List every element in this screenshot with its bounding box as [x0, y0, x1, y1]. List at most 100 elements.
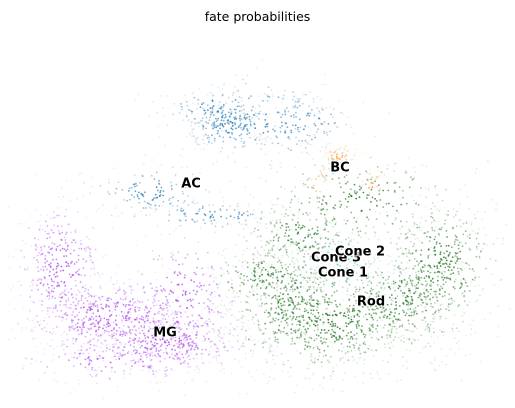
data-point — [140, 355, 142, 357]
data-point — [281, 204, 284, 207]
data-point — [229, 136, 232, 139]
data-point — [364, 232, 367, 235]
data-point — [307, 311, 309, 314]
data-point — [455, 235, 457, 238]
data-point — [368, 254, 371, 256]
data-point — [323, 259, 326, 262]
data-point — [290, 129, 292, 132]
data-point — [395, 331, 398, 334]
data-point — [234, 146, 237, 149]
data-point — [92, 312, 95, 315]
data-point — [379, 270, 382, 273]
data-point — [31, 283, 34, 286]
data-point — [45, 220, 47, 223]
data-point — [220, 95, 223, 98]
data-point — [71, 313, 74, 316]
data-point — [319, 331, 322, 334]
data-point — [143, 334, 146, 337]
data-point — [443, 223, 446, 225]
data-point — [330, 333, 332, 336]
data-point — [39, 225, 42, 227]
data-point — [247, 202, 250, 205]
data-point — [308, 288, 311, 291]
data-point — [35, 243, 37, 246]
data-point — [352, 304, 355, 307]
data-point — [339, 186, 342, 189]
data-point — [397, 211, 400, 214]
data-point — [309, 302, 311, 304]
data-point — [74, 339, 77, 342]
data-point — [133, 215, 136, 218]
data-point — [87, 245, 89, 248]
data-point — [65, 255, 68, 257]
data-point — [328, 361, 331, 364]
data-point — [387, 282, 390, 284]
data-point — [368, 313, 371, 315]
data-point — [229, 329, 231, 332]
data-point — [408, 186, 411, 189]
data-point — [280, 281, 283, 284]
data-point — [266, 136, 269, 139]
data-point — [257, 319, 260, 322]
data-point — [153, 207, 156, 210]
data-point — [184, 337, 186, 339]
data-point — [321, 83, 324, 86]
data-point — [43, 326, 46, 329]
data-point — [44, 272, 47, 274]
data-point — [367, 273, 370, 275]
data-point — [323, 206, 326, 208]
data-point — [310, 337, 313, 340]
data-point — [347, 195, 350, 198]
data-point — [350, 349, 353, 352]
data-point — [313, 184, 315, 187]
data-point — [219, 327, 222, 329]
data-point — [298, 328, 301, 330]
data-point — [238, 117, 241, 120]
data-point — [96, 272, 99, 274]
data-point — [366, 306, 369, 308]
data-point — [185, 115, 188, 118]
data-point — [142, 365, 145, 368]
data-point — [38, 228, 41, 231]
data-point — [179, 328, 182, 331]
data-point — [75, 307, 78, 310]
data-point — [305, 341, 307, 343]
data-point — [284, 213, 287, 215]
data-point — [244, 118, 247, 121]
data-point — [213, 121, 216, 124]
data-point — [99, 287, 102, 290]
data-point — [401, 251, 403, 254]
data-point — [265, 227, 268, 229]
data-point — [331, 314, 334, 317]
data-point — [243, 283, 245, 286]
data-point — [424, 232, 427, 234]
data-point — [439, 308, 442, 311]
data-point — [224, 257, 227, 259]
data-point — [159, 189, 162, 192]
data-point — [208, 204, 211, 207]
data-point — [43, 333, 45, 336]
data-point — [383, 309, 386, 312]
data-point — [258, 105, 261, 108]
data-point — [111, 227, 114, 230]
data-point — [267, 95, 269, 98]
data-point — [269, 314, 271, 317]
data-point — [121, 319, 123, 322]
data-point — [52, 211, 55, 213]
data-point — [125, 303, 128, 306]
data-point — [238, 212, 240, 215]
data-point — [36, 279, 39, 281]
data-point — [189, 338, 192, 340]
data-point — [382, 282, 385, 284]
data-point — [395, 242, 398, 245]
data-point — [256, 142, 258, 145]
data-point — [339, 304, 342, 307]
data-point — [395, 217, 397, 219]
data-point — [244, 352, 247, 354]
data-point — [50, 297, 53, 299]
data-point — [352, 343, 354, 346]
data-point — [317, 311, 320, 314]
data-point — [54, 275, 57, 278]
data-point — [83, 248, 86, 250]
data-point — [91, 368, 93, 371]
